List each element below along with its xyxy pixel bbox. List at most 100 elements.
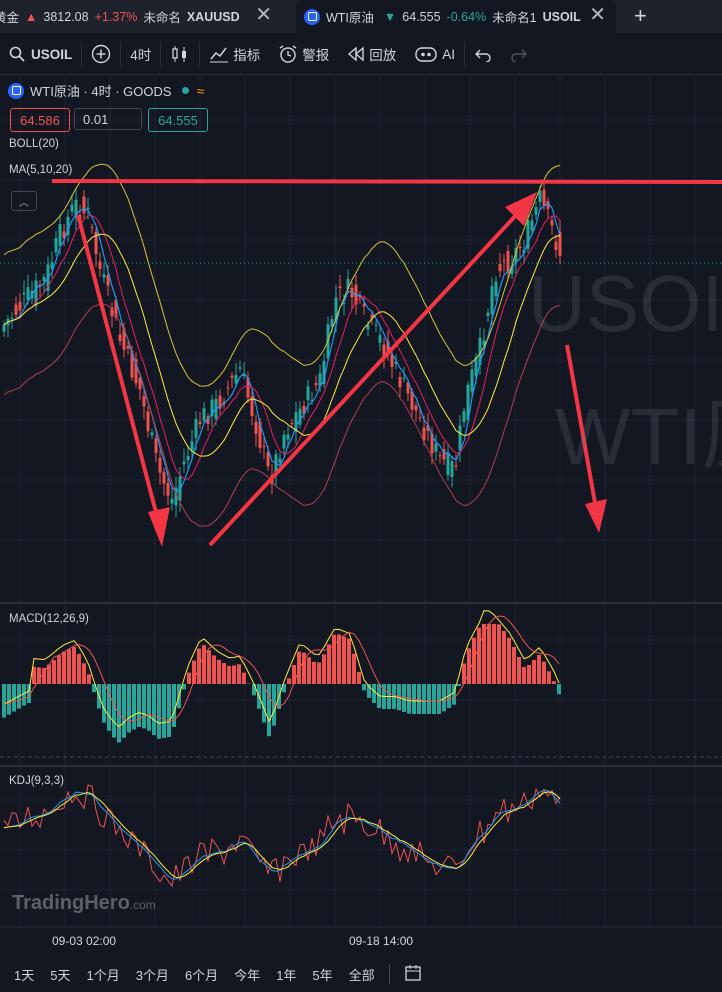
candle-body bbox=[254, 421, 258, 435]
candle-body bbox=[66, 216, 70, 235]
macd-histogram-bar bbox=[477, 627, 481, 684]
undo-icon bbox=[475, 49, 491, 62]
candle-body bbox=[50, 262, 54, 269]
kdj-label[interactable]: KDJ(9,3,3) bbox=[9, 775, 64, 787]
macd-histogram-bar bbox=[502, 631, 506, 684]
macd-histogram-bar bbox=[252, 684, 256, 696]
range-1y[interactable]: 1年 bbox=[276, 967, 297, 983]
macd-histogram-bar bbox=[37, 667, 41, 684]
candle-body bbox=[550, 220, 554, 226]
macd-histogram-bar bbox=[512, 647, 516, 684]
candle-body bbox=[134, 359, 138, 384]
redo-button[interactable] bbox=[501, 34, 537, 74]
range-6m[interactable]: 6个月 bbox=[184, 967, 219, 983]
arrowhead-icon bbox=[148, 507, 170, 547]
replay-button[interactable]: 回放 bbox=[338, 34, 405, 74]
candle-body bbox=[314, 383, 318, 386]
indicators-button[interactable]: 指标 bbox=[200, 34, 269, 74]
range-3m[interactable]: 3个月 bbox=[135, 967, 169, 983]
macd-histogram-bar bbox=[7, 684, 11, 715]
range-5d[interactable]: 5天 bbox=[50, 967, 71, 983]
undo-button[interactable] bbox=[465, 34, 501, 74]
candle-body bbox=[402, 377, 406, 379]
close-icon[interactable]: ✕ bbox=[589, 4, 606, 26]
candle-body bbox=[70, 204, 74, 212]
macd-histogram-bar bbox=[42, 667, 46, 684]
macd-histogram-bar bbox=[67, 649, 71, 684]
boll-upper-line bbox=[3, 163, 561, 387]
indicators-label: 指标 bbox=[233, 48, 261, 63]
tab-layout: 未命名 bbox=[143, 11, 181, 25]
range-5y[interactable]: 5年 bbox=[312, 967, 333, 983]
candle-body bbox=[530, 220, 534, 231]
rewind-icon bbox=[348, 46, 364, 62]
macd-histogram-bar bbox=[222, 663, 226, 684]
tab-usoil[interactable]: WTI原油 ▼ 64.555 -0.64% 未命名1 USOIL ✕ bbox=[296, 0, 616, 33]
macd-dif-line bbox=[3, 610, 560, 728]
ma-label[interactable]: MA(5,10,20) bbox=[9, 164, 73, 176]
candle-body bbox=[406, 382, 410, 394]
macd-histogram-bar bbox=[112, 684, 116, 738]
candle-body bbox=[122, 328, 126, 350]
candle-body bbox=[58, 224, 62, 246]
macd-histogram-bar bbox=[557, 684, 561, 695]
candle-body bbox=[350, 287, 354, 298]
candle-body bbox=[386, 341, 390, 356]
close-icon[interactable]: ✕ bbox=[255, 4, 272, 26]
macd-histogram-bar bbox=[132, 684, 136, 730]
candle-body bbox=[418, 417, 422, 419]
macd-histogram-bar bbox=[432, 684, 436, 714]
chevron-up-icon: ︿ bbox=[19, 197, 29, 209]
candle-body bbox=[102, 274, 106, 278]
tab-xauusd[interactable]: 黄金 ▲ 3812.08 +1.37% 未命名 XAUUSD ✕ bbox=[0, 0, 282, 33]
alerts-button[interactable]: 警报 bbox=[269, 34, 338, 74]
range-1m[interactable]: 1个月 bbox=[86, 967, 120, 983]
range-all[interactable]: 全部 bbox=[348, 967, 375, 983]
macd-label[interactable]: MACD(12,26,9) bbox=[9, 613, 89, 625]
tab-name: WTI原油 bbox=[326, 11, 374, 25]
time-axis-label: 09-03 02:00 bbox=[52, 934, 117, 948]
symbol-search-button[interactable]: USOIL bbox=[0, 34, 81, 74]
candle-body bbox=[554, 241, 558, 251]
ma5-line bbox=[3, 202, 561, 493]
macd-histogram-bar bbox=[397, 684, 401, 711]
divider bbox=[160, 42, 162, 66]
range-ytd[interactable]: 今年 bbox=[234, 967, 261, 983]
candle-body bbox=[382, 344, 386, 359]
chart-type-button[interactable] bbox=[161, 34, 199, 74]
candles-icon bbox=[172, 46, 187, 62]
ai-button[interactable]: AI bbox=[405, 34, 464, 74]
interval-button[interactable]: 4时 bbox=[130, 48, 152, 63]
candle-body bbox=[234, 374, 238, 384]
sell-price-button[interactable]: 64.586 bbox=[10, 108, 70, 132]
macd-histogram-bar bbox=[327, 644, 331, 684]
macd-histogram-bar bbox=[337, 634, 341, 684]
collapse-legend-button[interactable]: ︿ bbox=[11, 191, 37, 211]
candle-body bbox=[166, 482, 170, 496]
candle-body bbox=[546, 201, 550, 209]
buy-price-button[interactable]: 64.555 bbox=[148, 108, 208, 132]
boll-label[interactable]: BOLL(20) bbox=[9, 138, 59, 150]
compare-button[interactable] bbox=[82, 34, 120, 74]
candle-body bbox=[446, 452, 450, 476]
macd-histogram-bar bbox=[212, 655, 216, 684]
candle-body bbox=[34, 280, 38, 306]
macd-histogram-bar bbox=[127, 684, 131, 733]
candle-body bbox=[542, 189, 546, 206]
indicators-icon bbox=[210, 47, 229, 63]
macd-histogram-bar bbox=[207, 650, 211, 684]
tab-layout: 未命名1 bbox=[492, 11, 537, 25]
candle-body bbox=[18, 301, 22, 311]
macd-histogram-bar bbox=[437, 684, 441, 714]
price-pane bbox=[2, 163, 562, 527]
macd-histogram-bar bbox=[27, 684, 31, 703]
date-range-button[interactable] bbox=[396, 964, 430, 985]
spread-value: 0.01 bbox=[74, 108, 142, 130]
candle-body bbox=[362, 303, 366, 307]
macd-histogram-bar bbox=[402, 684, 406, 712]
chart-canvas[interactable] bbox=[0, 74, 722, 954]
range-1d[interactable]: 1天 bbox=[14, 967, 35, 983]
macd-histogram-bar bbox=[317, 662, 321, 684]
candle-body bbox=[114, 299, 118, 318]
add-tab-icon[interactable]: + bbox=[634, 3, 647, 28]
